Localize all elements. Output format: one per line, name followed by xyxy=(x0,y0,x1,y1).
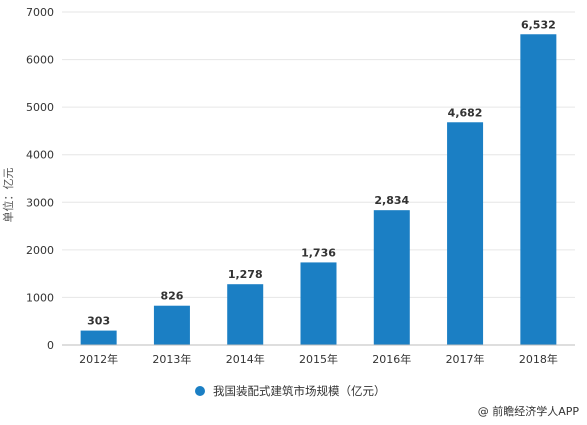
bar xyxy=(300,262,337,345)
bars xyxy=(80,34,557,345)
bar xyxy=(373,210,410,345)
gridlines xyxy=(62,11,575,298)
legend: 我国装配式建筑市场规模（亿元） xyxy=(195,383,386,399)
y-tick-label: 1000 xyxy=(26,291,54,304)
y-tick-label: 0 xyxy=(47,339,54,352)
data-label: 303 xyxy=(87,315,110,328)
x-tick-label: 2013年 xyxy=(152,352,191,366)
bar xyxy=(80,330,117,345)
y-tick-label: 2000 xyxy=(26,244,54,257)
data-label: 826 xyxy=(160,290,183,303)
bar xyxy=(227,284,264,345)
x-tick-label: 2016年 xyxy=(372,352,411,366)
y-tick-label: 5000 xyxy=(26,101,54,114)
x-tick-label: 2017年 xyxy=(446,352,485,366)
y-tick-label: 6000 xyxy=(26,54,54,67)
y-tick-label: 3000 xyxy=(26,196,54,209)
data-labels: 303 826 1,278 1,736 2,834 4,682 6,532 xyxy=(87,18,556,327)
data-label: 4,682 xyxy=(448,106,483,119)
legend-label: 我国装配式建筑市场规模（亿元） xyxy=(213,384,386,398)
data-label: 1,278 xyxy=(228,268,263,281)
data-label: 6,532 xyxy=(521,18,556,31)
bar xyxy=(153,305,190,345)
data-label: 1,736 xyxy=(301,246,336,259)
x-tick-label: 2015年 xyxy=(299,352,338,366)
y-axis-label: 单位：亿元 xyxy=(1,168,15,223)
y-tick-label: 4000 xyxy=(26,149,54,162)
source-credit: @ 前瞻经济学人APP xyxy=(477,405,579,418)
bar xyxy=(447,122,484,345)
data-label: 2,834 xyxy=(374,194,409,207)
x-tick-label: 2018年 xyxy=(519,352,558,366)
y-tick-label: 7000 xyxy=(26,6,54,19)
x-tick-label: 2014年 xyxy=(226,352,265,366)
x-axis-ticks: 2012年 2013年 2014年 2015年 2016年 2017年 2018年 xyxy=(79,352,558,366)
bar xyxy=(520,34,557,345)
x-tick-label: 2012年 xyxy=(79,352,118,366)
y-axis-ticks: 0 1000 2000 3000 4000 5000 6000 7000 xyxy=(26,6,54,352)
legend-marker xyxy=(195,386,205,396)
